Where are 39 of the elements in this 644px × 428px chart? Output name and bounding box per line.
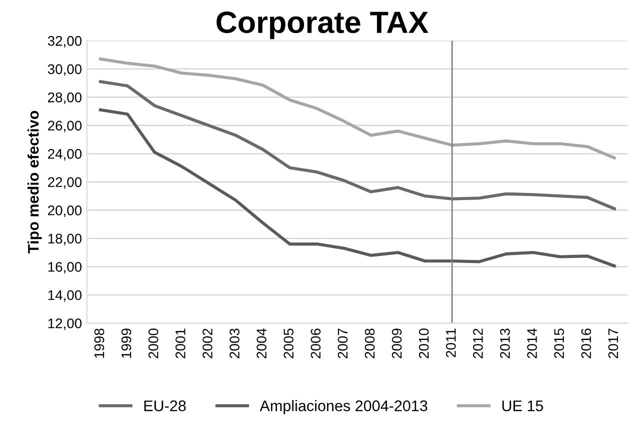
y-axis-title: Tipo medio efectivo [28, 110, 42, 254]
x-tick-label: 2008 [364, 328, 375, 358]
y-tick-label: 28,00 [48, 92, 82, 104]
x-tick-label: 2009 [392, 328, 402, 358]
x-tick-label: 1999 [121, 328, 132, 358]
x-tick-label: 2001 [176, 328, 186, 358]
y-tick-label: 30,00 [48, 64, 82, 76]
x-tick-label: 2012 [473, 328, 483, 358]
x-tick-label: 2015 [554, 328, 564, 358]
legend-label: UE 15 [502, 400, 544, 412]
x-tick-label: 2013 [500, 328, 510, 358]
x-tick-label: 2010 [418, 328, 429, 358]
line-series [98, 80, 616, 210]
x-tick-label: 2011 [446, 328, 456, 358]
x-tick-label: 2007 [338, 328, 348, 358]
x-tick-label: 1998 [94, 328, 104, 358]
y-tick-label: 18,00 [48, 234, 82, 246]
y-tick-label: 16,00 [48, 262, 82, 274]
x-tick-label: 2016 [581, 328, 592, 358]
x-tick-label: 2005 [284, 328, 294, 358]
x-tick-label: 2002 [202, 328, 212, 358]
y-tick-label: 12,00 [48, 318, 82, 330]
line-series [98, 57, 616, 160]
chart-title: Corporate TAX [216, 12, 428, 40]
y-tick-label: 26,00 [48, 120, 82, 132]
x-tick-label: 2014 [527, 328, 537, 358]
x-tick-label: 2017 [608, 328, 618, 358]
x-tick-label: 2003 [230, 328, 240, 358]
x-tick-label: 2004 [256, 328, 266, 358]
y-tick-label: 32,00 [48, 36, 82, 48]
y-tick-label: 20,00 [48, 205, 82, 217]
y-tick-label: 24,00 [48, 148, 82, 160]
y-tick-label: 22,00 [48, 177, 82, 189]
legend-label: EU-28 [144, 400, 186, 412]
x-tick-label: 2006 [310, 328, 321, 358]
line-series [98, 108, 616, 268]
legend-label: Ampliaciones 2004-2013 [260, 400, 428, 414]
x-tick-label: 2000 [148, 328, 158, 358]
y-tick-label: 14,00 [48, 290, 82, 302]
